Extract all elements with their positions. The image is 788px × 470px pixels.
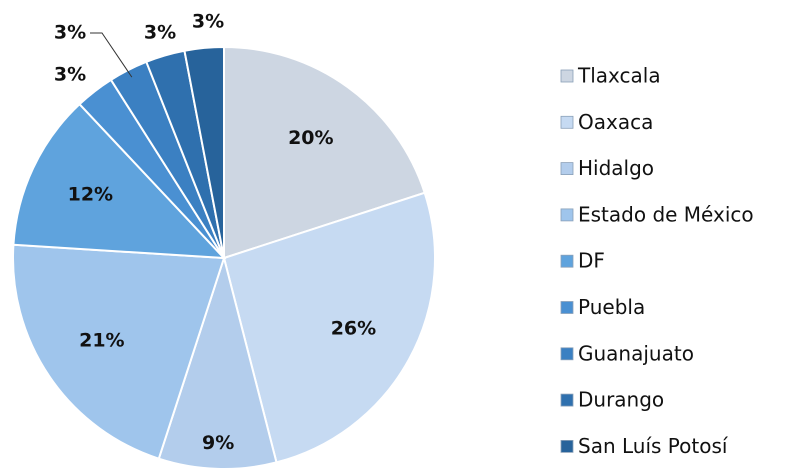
data-label: 3% xyxy=(54,64,86,86)
data-label: 26% xyxy=(331,318,376,340)
legend-label: San Luís Potosí xyxy=(578,434,729,458)
legend-swatch xyxy=(560,301,574,314)
legend-label: Oaxaca xyxy=(578,110,653,134)
data-label: 12% xyxy=(68,184,113,206)
legend-swatch xyxy=(560,439,574,453)
data-label: 3% xyxy=(144,22,176,44)
pie-slice xyxy=(12,102,227,260)
pie-slice xyxy=(183,45,225,259)
data-label: 21% xyxy=(79,330,124,352)
legend-label: Hidalgo xyxy=(578,156,654,180)
data-label: 9% xyxy=(202,432,234,454)
legend-swatch xyxy=(560,254,574,268)
legend-label: Puebla xyxy=(578,295,645,319)
data-label: 3% xyxy=(192,11,224,33)
leader-line xyxy=(90,32,133,78)
data-label: 20% xyxy=(288,127,333,149)
pie-slice xyxy=(157,254,278,470)
legend-label: Durango xyxy=(578,388,664,412)
pie-slice xyxy=(222,191,436,464)
legend-swatch xyxy=(560,208,574,222)
legend-swatch xyxy=(560,69,574,83)
legend-swatch xyxy=(560,347,574,361)
legend-swatch xyxy=(560,393,574,407)
pie-slice xyxy=(223,45,426,260)
legend-label: Tlaxcala xyxy=(577,64,661,88)
data-label: 3% xyxy=(54,22,86,44)
legend-label: DF xyxy=(578,249,605,273)
legend-label: Estado de México xyxy=(578,202,754,226)
legend-label: Guanajuato xyxy=(578,341,694,365)
legend-swatch xyxy=(560,115,574,129)
pie-slice xyxy=(12,243,226,460)
legend-swatch xyxy=(560,162,574,176)
